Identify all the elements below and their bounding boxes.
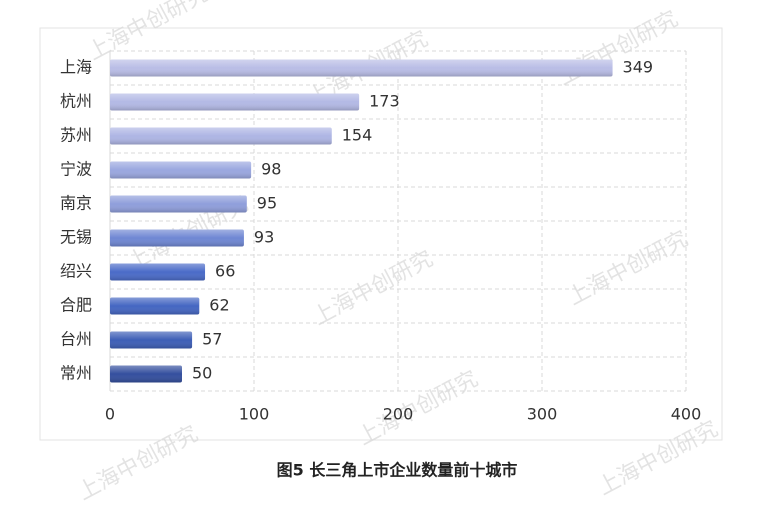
bar-shade	[110, 93, 360, 111]
x-tick-label: 100	[239, 405, 270, 424]
bar-shade	[110, 59, 613, 77]
chart-title: 图5 长三角上市企业数量前十城市	[277, 461, 518, 480]
y-tick-label: 台州	[60, 330, 92, 349]
data-label: 50	[192, 364, 212, 383]
y-tick-label: 无锡	[60, 228, 92, 247]
bar-shade	[110, 263, 206, 281]
y-tick-label: 上海	[60, 58, 92, 77]
bar-shade	[110, 331, 193, 349]
data-label: 66	[215, 262, 235, 281]
bar-shade	[110, 127, 332, 145]
data-label: 154	[342, 126, 373, 145]
x-tick-label: 200	[383, 405, 414, 424]
bar-shade	[110, 365, 182, 383]
x-tick-label: 300	[527, 405, 558, 424]
data-label: 173	[369, 92, 400, 111]
data-label: 93	[254, 228, 274, 247]
bar-shade	[110, 297, 200, 315]
data-label: 95	[257, 194, 277, 213]
bar-shade	[110, 161, 252, 179]
y-tick-label: 杭州	[60, 92, 92, 111]
x-tick-label: 0	[105, 405, 115, 424]
bar-shade	[110, 195, 247, 213]
y-tick-label: 合肥	[60, 296, 92, 315]
y-tick-label: 苏州	[60, 126, 92, 145]
data-label: 57	[202, 330, 222, 349]
x-tick-label: 400	[671, 405, 702, 424]
y-tick-label: 常州	[60, 364, 92, 383]
bar-shade	[110, 229, 244, 247]
data-label: 98	[261, 160, 281, 179]
data-label: 349	[623, 58, 654, 77]
y-tick-label: 宁波	[60, 160, 92, 179]
data-label: 62	[209, 296, 229, 315]
plot: 0 100 200 300 400 上海 349 杭州 173 苏州 154 宁波 98 南京 95 无锡 93…	[60, 50, 702, 424]
y-tick-label: 南京	[60, 194, 92, 213]
y-tick-label: 绍兴	[60, 262, 92, 281]
